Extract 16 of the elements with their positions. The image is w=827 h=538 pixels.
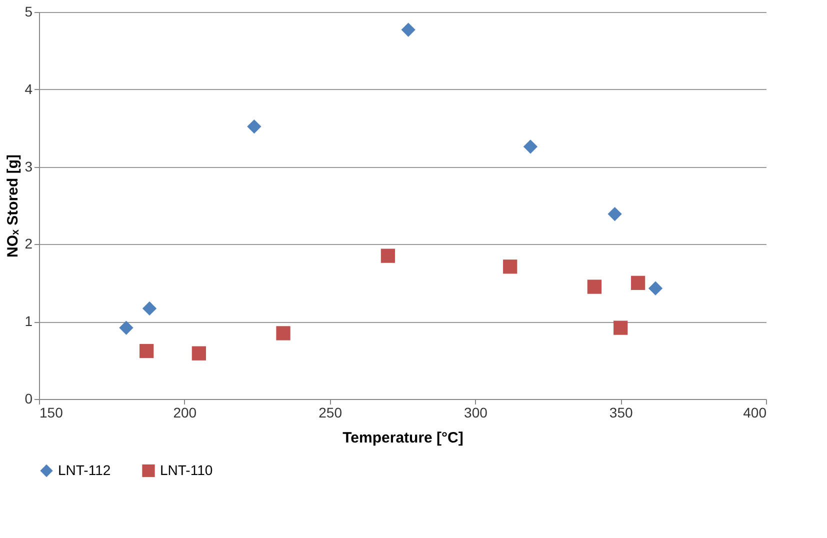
y-tick-label: 2 xyxy=(24,236,33,252)
x-tick-label: 200 xyxy=(173,404,197,420)
y-tick-label: 5 xyxy=(24,4,33,20)
x-tick-label: 300 xyxy=(464,404,488,420)
y-tick-label: 4 xyxy=(24,80,33,97)
legend-label: LNT-112 xyxy=(58,462,111,478)
legend-label: LNT-110 xyxy=(160,462,213,478)
y-axis-title: NOₓ Stored [g] xyxy=(4,154,22,258)
x-tick-label: 350 xyxy=(609,404,633,420)
x-tick-label: 150 xyxy=(40,404,64,420)
x-tick-label: 400 xyxy=(743,404,767,420)
y-tick-label: 0 xyxy=(24,390,33,406)
x-tick-label: 250 xyxy=(318,404,342,420)
y-tick-label: 3 xyxy=(24,158,33,174)
x-axis-title: Temperature [°C] xyxy=(342,430,464,446)
y-tick-label: 1 xyxy=(24,313,33,330)
